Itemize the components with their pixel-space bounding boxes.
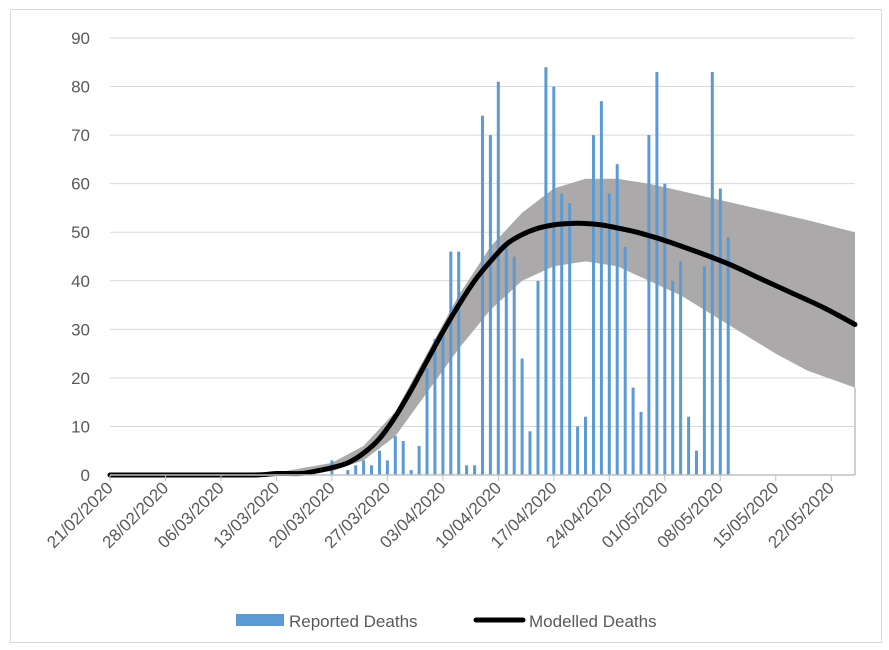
bar-reported-deaths: [528, 431, 532, 475]
bar-reported-deaths: [726, 237, 730, 475]
uncertainty-band-area: [276, 178, 855, 475]
bar-reported-deaths: [393, 436, 397, 475]
y-tick-label: 80: [71, 78, 90, 97]
bar-reported-deaths: [457, 251, 461, 475]
bar-reported-deaths: [718, 188, 722, 475]
y-tick-label: 90: [71, 29, 90, 48]
bar-reported-deaths: [655, 72, 659, 475]
legend-swatch-reported-deaths: [236, 614, 284, 626]
bar-reported-deaths: [584, 416, 587, 475]
bar-reported-deaths: [496, 81, 500, 475]
y-tick-label: 0: [81, 466, 90, 485]
y-tick-label: 40: [71, 272, 90, 291]
line-series-modelled-deaths: [107, 220, 858, 478]
bar-reported-deaths: [679, 261, 683, 475]
y-tick-label: 70: [71, 126, 90, 145]
bar-reported-deaths: [362, 460, 366, 475]
bar-reported-deaths: [433, 339, 437, 475]
bar-reported-deaths: [671, 280, 675, 475]
bar-reported-deaths: [425, 368, 429, 475]
y-tick-label: 50: [71, 223, 90, 242]
bar-reported-deaths: [702, 266, 706, 475]
bar-reported-deaths: [592, 135, 595, 475]
bar-reported-deaths: [663, 183, 667, 475]
bar-reported-deaths: [409, 470, 413, 475]
bar-reported-deaths: [441, 334, 445, 475]
bar-reported-deaths: [631, 387, 635, 475]
bar-reported-deaths: [354, 465, 358, 475]
bar-reported-deaths: [504, 241, 508, 475]
bar-reported-deaths: [599, 101, 603, 475]
bar-reported-deaths: [473, 465, 477, 475]
bar-reported-deaths: [465, 465, 469, 475]
bar-reported-deaths: [607, 193, 611, 475]
bar-reported-deaths: [576, 426, 580, 475]
bar-reported-deaths: [568, 203, 572, 475]
axes: [109, 387, 856, 481]
bar-reported-deaths: [544, 67, 548, 475]
bar-reported-deaths: [687, 416, 691, 475]
bar-reported-deaths: [488, 135, 492, 475]
bar-reported-deaths: [623, 246, 627, 475]
bar-reported-deaths: [481, 115, 484, 475]
bar-reported-deaths: [385, 460, 389, 475]
y-tick-label: 20: [71, 369, 90, 388]
legend-label-modelled-deaths: Modelled Deaths: [529, 612, 657, 631]
bar-reported-deaths: [512, 256, 516, 475]
bar-reported-deaths: [695, 450, 698, 475]
bar-reported-deaths: [560, 193, 564, 475]
bar-reported-deaths: [536, 280, 540, 475]
bar-reported-deaths: [639, 411, 643, 475]
bar-series-reported-deaths: [330, 67, 730, 475]
bar-reported-deaths: [449, 251, 453, 475]
legend: Reported Deaths Modelled Deaths: [236, 612, 657, 631]
bar-reported-deaths: [710, 72, 714, 475]
bar-reported-deaths: [346, 470, 350, 475]
y-tick-label: 30: [71, 320, 90, 339]
line-modelled-deaths: [107, 220, 858, 478]
bar-reported-deaths: [417, 445, 421, 475]
bar-reported-deaths: [378, 450, 381, 475]
legend-label-reported-deaths: Reported Deaths: [289, 612, 418, 631]
bar-reported-deaths: [552, 86, 556, 475]
bar-reported-deaths: [401, 441, 405, 475]
uncertainty-band: [276, 178, 855, 475]
bar-reported-deaths: [647, 135, 651, 475]
y-tick-label: 60: [71, 175, 90, 194]
x-axis-tick-labels: 21/02/202028/02/202006/03/202013/03/2020…: [43, 478, 838, 552]
bar-reported-deaths: [615, 164, 619, 475]
bar-reported-deaths: [370, 465, 373, 475]
y-axis-tick-labels: 0 10 20 30 40 50 60 70 80 90: [71, 29, 90, 485]
bar-reported-deaths: [520, 358, 524, 475]
y-tick-label: 10: [71, 417, 90, 436]
